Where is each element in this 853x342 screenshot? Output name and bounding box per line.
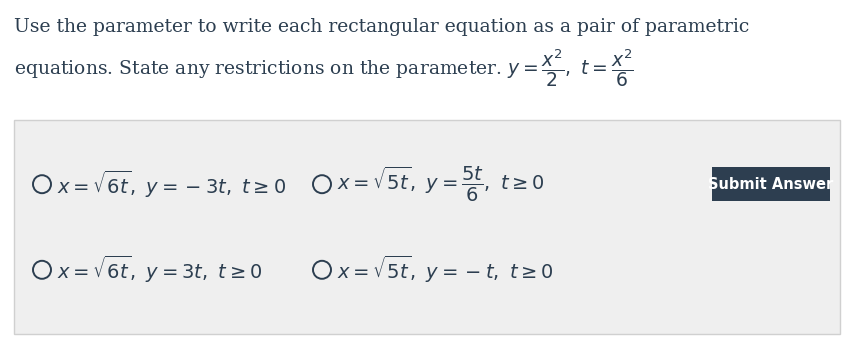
FancyBboxPatch shape (711, 167, 829, 201)
Text: Submit Answer: Submit Answer (707, 177, 833, 192)
Text: $x = \sqrt{5t},\ y = -t,\ t \geq 0$: $x = \sqrt{5t},\ y = -t,\ t \geq 0$ (337, 254, 553, 285)
FancyBboxPatch shape (14, 120, 839, 334)
Text: $x = \sqrt{6t},\ y = 3t,\ t \geq 0$: $x = \sqrt{6t},\ y = 3t,\ t \geq 0$ (57, 254, 262, 285)
Text: equations. State any restrictions on the parameter. $y = \dfrac{x^2}{2},\ t = \d: equations. State any restrictions on the… (14, 48, 633, 89)
Text: $x = \sqrt{6t},\ y = -3t,\ t \geq 0$: $x = \sqrt{6t},\ y = -3t,\ t \geq 0$ (57, 169, 286, 200)
Text: $x = \sqrt{5t},\ y = \dfrac{5t}{6},\ t \geq 0$: $x = \sqrt{5t},\ y = \dfrac{5t}{6},\ t \… (337, 165, 544, 204)
Text: Use the parameter to write each rectangular equation as a pair of parametric: Use the parameter to write each rectangu… (14, 18, 748, 36)
